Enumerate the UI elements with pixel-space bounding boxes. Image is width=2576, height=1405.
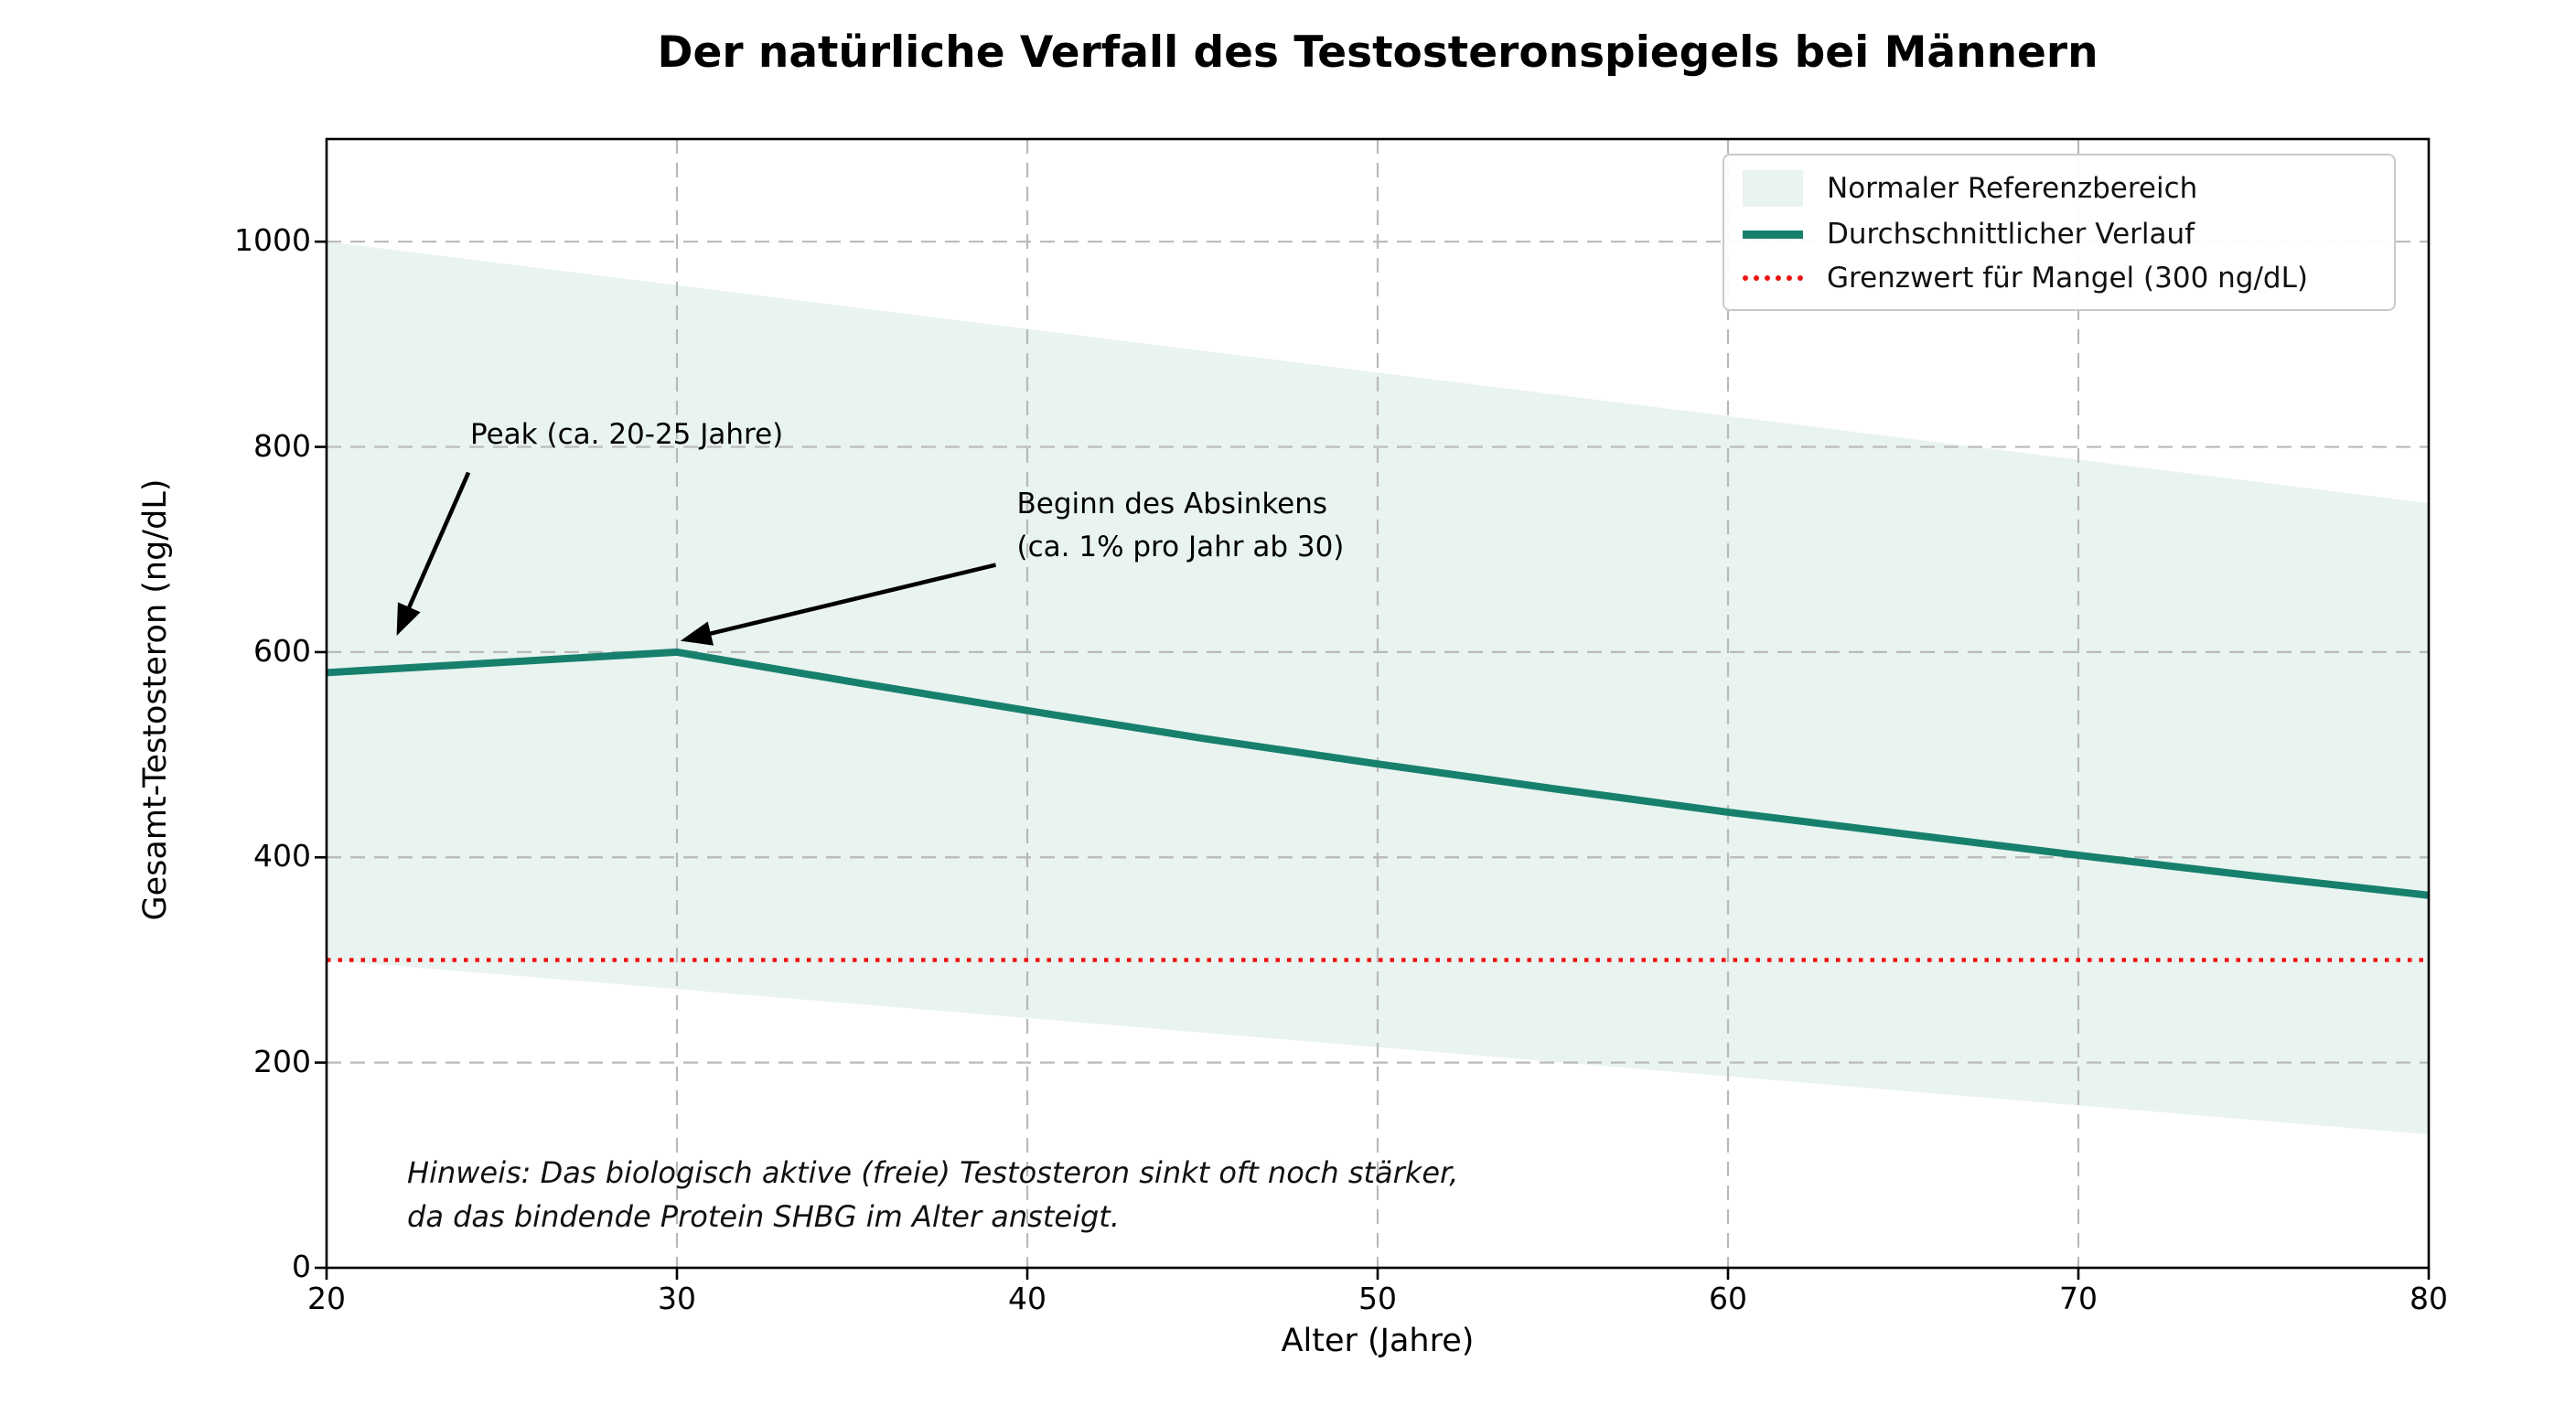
x-tick-label: 80 — [2410, 1281, 2448, 1316]
x-tick-label: 40 — [1008, 1281, 1046, 1316]
dotted-swatch-icon — [1743, 275, 1803, 281]
y-tick-label: 400 — [253, 838, 311, 874]
annotation-line: (ca. 1% pro Jahr ab 30) — [1016, 530, 1345, 563]
annotation-line: Peak (ca. 20-25 Jahre) — [470, 417, 784, 451]
y-tick-label: 600 — [253, 632, 311, 669]
x-tick-label: 30 — [658, 1281, 696, 1316]
legend-label-threshold: Grenzwert für Mangel (300 ng/dL) — [1827, 262, 2308, 295]
y-tick-label: 0 — [292, 1249, 311, 1284]
y-tick-label: 1000 — [234, 222, 311, 259]
footnote: Hinweis: Das biologisch aktive (freie) T… — [407, 1151, 1458, 1239]
annotation-arrowhead — [680, 621, 714, 646]
legend-row-reference-band: Normaler Referenzbereich — [1743, 170, 2376, 207]
x-tick-label: 20 — [307, 1281, 346, 1316]
legend-label-average-line: Durchschnittlicher Verlauf — [1827, 218, 2195, 251]
x-tick-label: 50 — [1358, 1281, 1397, 1316]
annotation-line: Beginn des Absinkens — [1016, 487, 1328, 520]
x-tick-label: 60 — [1709, 1281, 1747, 1316]
legend-row-threshold: Grenzwert für Mangel (300 ng/dL) — [1743, 262, 2376, 295]
footnote-line-2: da das bindende Protein SHBG im Alter an… — [407, 1199, 1120, 1234]
annotation-text-1: Peak (ca. 20-25 Jahre) — [470, 413, 783, 456]
y-tick-label: 800 — [253, 427, 311, 464]
annotation-text-2: Beginn des Absinkens (ca. 1% pro Jahr ab … — [1017, 483, 1345, 569]
legend-label-reference-band: Normaler Referenzbereich — [1827, 172, 2198, 205]
chart-title: Der natürliche Verfall des Testosteronsp… — [657, 27, 2098, 78]
x-tick-label: 70 — [2059, 1281, 2098, 1316]
annotation-arrow — [400, 471, 471, 624]
y-axis-label: Gesamt-Testosteron (ng/dL) — [137, 478, 174, 921]
line-swatch-icon — [1743, 230, 1803, 239]
average-line — [326, 648, 2430, 899]
footnote-line-1: Hinweis: Das biologisch aktive (freie) T… — [407, 1155, 1459, 1190]
annotation-arrow — [693, 563, 997, 640]
y-tick-label: 200 — [253, 1043, 311, 1079]
legend: Normaler Referenzbereich Durchschnittlic… — [1723, 154, 2396, 311]
legend-row-average-line: Durchschnittlicher Verlauf — [1743, 218, 2376, 251]
x-axis-label: Alter (Jahre) — [1281, 1323, 1475, 1359]
band-swatch-icon — [1743, 170, 1803, 207]
annotation-arrowhead — [396, 602, 421, 636]
